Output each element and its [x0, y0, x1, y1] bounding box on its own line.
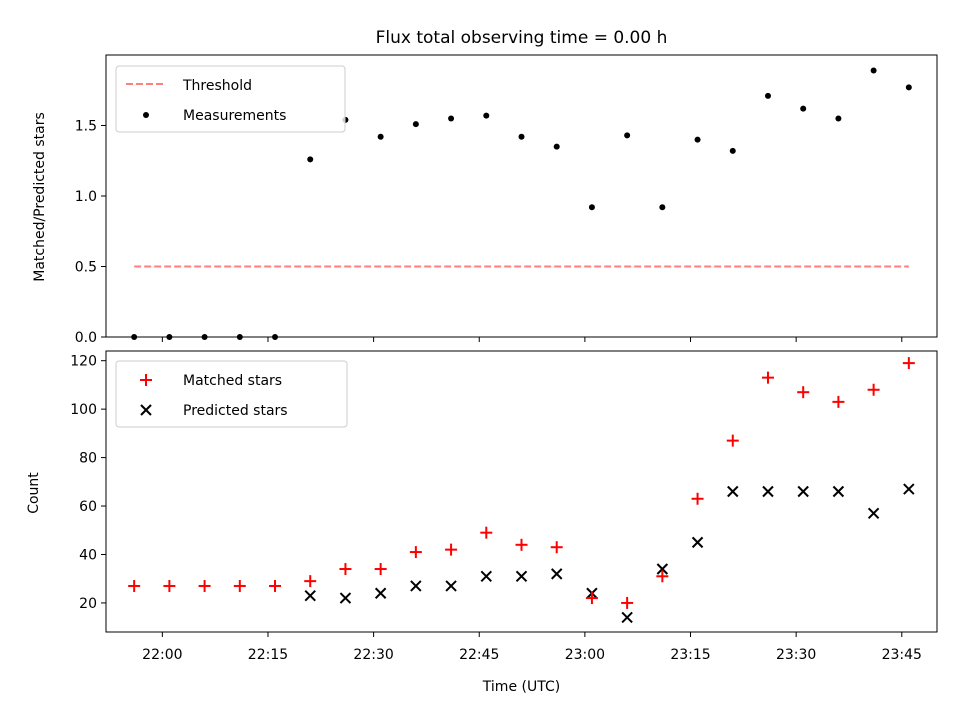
predicted-stars-point: [445, 580, 457, 592]
x-tick-label: 23:15: [670, 647, 710, 663]
measurement-point: [659, 204, 666, 211]
matched-stars-point: [832, 395, 845, 408]
measurement-point: [483, 112, 490, 119]
predicted-stars-point: [551, 568, 563, 580]
x-tick-label: 22:30: [353, 647, 393, 663]
matched-stars-point: [198, 579, 211, 592]
bottom-y-tick-label: 80: [79, 451, 97, 467]
matched-stars-point: [867, 383, 880, 396]
measurement-point: [835, 115, 842, 122]
matched-stars-point: [761, 371, 774, 384]
measurement-point: [870, 67, 877, 74]
measurement-point: [729, 147, 736, 154]
legend-matched-label: Matched stars: [183, 373, 282, 389]
matched-stars-point: [304, 575, 317, 588]
measurement-point: [272, 334, 279, 340]
predicted-stars-point: [621, 611, 633, 624]
top-y-tick-label: 1.5: [75, 119, 97, 135]
predicted-stars-point: [762, 485, 774, 498]
measurement-point: [412, 121, 419, 128]
predicted-stars-point: [656, 563, 669, 575]
matched-stars-point: [233, 579, 246, 592]
predicted-stars-point: [480, 570, 492, 582]
top-y-axis-label: Matched/Predicted stars: [32, 112, 48, 282]
measurement-point: [624, 132, 631, 139]
matched-stars-point: [585, 592, 598, 605]
matched-stars-point: [374, 563, 387, 576]
bottom-y-axis-label: Count: [26, 472, 42, 514]
legend-threshold-label: Threshold: [182, 78, 252, 94]
x-tick-label: 22:00: [142, 647, 182, 663]
x-tick-label: 23:45: [882, 647, 922, 663]
measurement-point: [588, 204, 595, 211]
matched-stars-point: [409, 546, 422, 559]
bottom-plot-frame: [105, 350, 938, 633]
bottom-legend: Matched stars Predicted stars: [115, 360, 348, 428]
predicted-stars-point: [691, 536, 704, 549]
legend-measurements-swatch: [143, 112, 149, 118]
x-tick-label: 22:15: [248, 647, 288, 663]
legend-predicted-label: Predicted stars: [183, 403, 288, 419]
matched-stars-point: [128, 579, 141, 592]
bottom-y-tick-label: 40: [79, 547, 97, 563]
top-y-tick-label: 0.0: [75, 330, 97, 346]
matched-stars-point: [656, 570, 669, 583]
measurement-point: [166, 334, 173, 340]
predicted-stars-point: [867, 507, 880, 520]
matched-stars-point: [691, 492, 704, 505]
legend-measurements-label: Measurements: [183, 108, 286, 124]
measurement-point: [518, 133, 525, 140]
measurement-point: [131, 334, 138, 340]
measurement-point: [236, 334, 243, 340]
matched-stars-point: [163, 579, 176, 592]
measurement-point: [800, 105, 807, 112]
bottom-y-tick-label: 20: [79, 596, 97, 612]
x-tick-label: 22:45: [459, 647, 499, 663]
matched-stars-point: [339, 563, 352, 576]
bottom-y-tick-label: 100: [70, 402, 97, 418]
predicted-stars-point: [374, 587, 387, 599]
legend-predicted-swatch: [140, 404, 152, 416]
matched-stars-point: [269, 579, 282, 592]
top-y-tick-label: 0.5: [75, 260, 97, 276]
bottom-y-tick-label: 60: [79, 499, 97, 515]
matched-stars-point: [726, 434, 739, 447]
top-y-tick-label: 1.0: [75, 189, 97, 205]
x-axis-label: Time (UTC): [482, 679, 560, 695]
predicted-stars-point: [903, 483, 915, 495]
bottom-legend-box: [115, 360, 348, 428]
matched-stars-point: [445, 543, 458, 556]
top-legend: Threshold Measurements: [115, 65, 346, 133]
top-legend-box: [115, 65, 346, 133]
chart-title: Flux total observing time = 0.00 h: [376, 28, 668, 48]
measurement-point: [448, 115, 455, 122]
matched-stars-point: [621, 596, 634, 609]
measurement-point: [905, 84, 912, 91]
matched-stars-point: [797, 386, 810, 399]
measurement-point: [694, 136, 701, 143]
predicted-stars-point: [515, 570, 528, 582]
matched-stars-point: [515, 538, 528, 551]
predicted-stars-point: [832, 485, 845, 498]
bottom-y-tick-label: 120: [70, 354, 97, 370]
matched-stars-point: [902, 357, 915, 370]
bottom-plot-area: 20 40 60 80 100 120 22:00 22:15 22:30 22:45 23:00 2…: [70, 350, 938, 663]
x-tick-label: 23:00: [565, 647, 605, 663]
predicted-stars-point: [304, 589, 316, 602]
measurement-point: [553, 143, 560, 150]
predicted-stars-point: [339, 592, 352, 604]
x-tick-label: 23:30: [776, 647, 816, 663]
predicted-stars-point: [797, 485, 809, 498]
top-plot-area: 0.0 0.5 1.0 1.5 Threshold Measurements: [75, 54, 938, 346]
predicted-stars-point: [410, 580, 422, 592]
predicted-stars-point: [727, 485, 739, 498]
legend-matched-swatch: [140, 374, 152, 386]
measurement-point: [201, 334, 208, 340]
measurement-point: [764, 92, 771, 99]
measurement-point: [377, 133, 384, 140]
measurement-point: [307, 156, 314, 163]
matched-stars-point: [480, 526, 493, 539]
matched-stars-point: [550, 541, 563, 554]
